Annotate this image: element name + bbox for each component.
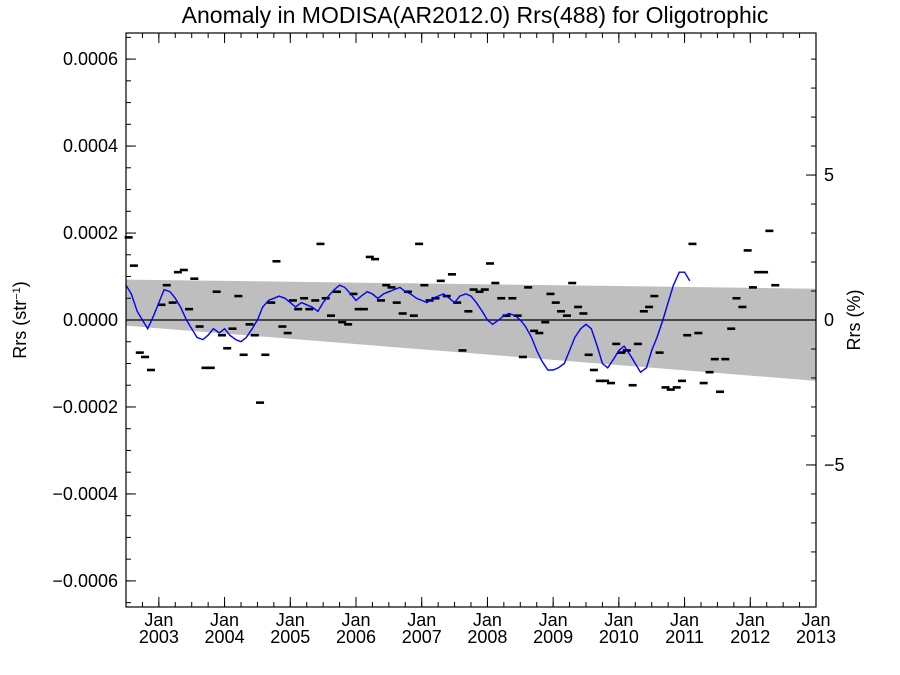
confidence-band bbox=[126, 279, 816, 381]
x-tick-year: 2010 bbox=[599, 627, 639, 647]
x-tick-year: 2007 bbox=[402, 627, 442, 647]
x-tick-year: 2009 bbox=[533, 627, 573, 647]
x-tick-month: Jan bbox=[341, 610, 370, 630]
y-tick-label: 0.0000 bbox=[63, 310, 118, 330]
right-tick-label: 5 bbox=[824, 165, 834, 185]
smoothed-line-layer bbox=[125, 271, 691, 374]
y-tick-label: 0.0002 bbox=[63, 223, 118, 243]
x-tick-year: 2012 bbox=[730, 627, 770, 647]
y-axis-label-left-sup: −1 bbox=[11, 287, 23, 300]
x-tick-month: Jan bbox=[670, 610, 699, 630]
right-tick-label: 0 bbox=[824, 310, 834, 330]
x-tick-month: Jan bbox=[210, 610, 239, 630]
smoothed-series-line bbox=[125, 271, 691, 374]
axes-layer: 0.0006 0.0004 0.0002 0.0000 −0.0002 −0.0004 −0… bbox=[52, 33, 845, 647]
x-tick-year: 2004 bbox=[205, 627, 245, 647]
y-tick-label: −0.0004 bbox=[52, 484, 118, 504]
y-axis-label-left-main: Rrs (str bbox=[10, 300, 30, 359]
y-axis-label-left-tail: ) bbox=[10, 281, 30, 287]
right-tick-label: −5 bbox=[824, 455, 845, 475]
y-tick-label: 0.0004 bbox=[63, 136, 118, 156]
x-tick-year: 2003 bbox=[139, 627, 179, 647]
x-tick-month: Jan bbox=[604, 610, 633, 630]
y-tick-label: 0.0006 bbox=[63, 49, 118, 69]
y-axis-label-left: Rrs (str−1) bbox=[10, 281, 30, 359]
chart-title: Anomaly in MODISA(AR2012.0) Rrs(488) for… bbox=[182, 2, 769, 28]
y-axis-label-right: Rrs (%) bbox=[844, 290, 864, 351]
x-tick-year: 2008 bbox=[467, 627, 507, 647]
x-tick-month: Jan bbox=[276, 610, 305, 630]
y-tick-label: −0.0006 bbox=[52, 571, 118, 591]
x-tick-month: Jan bbox=[473, 610, 502, 630]
x-tick-year: 2011 bbox=[665, 627, 704, 647]
x-tick-month: Jan bbox=[144, 610, 173, 630]
x-tick-month: Jan bbox=[801, 610, 830, 630]
x-tick-month: Jan bbox=[407, 610, 436, 630]
confidence-band-layer bbox=[126, 279, 816, 381]
y-tick-label: −0.0002 bbox=[52, 397, 118, 417]
x-tick-year: 2006 bbox=[336, 627, 376, 647]
x-tick-year: 2013 bbox=[796, 627, 836, 647]
x-tick-year: 2005 bbox=[270, 627, 310, 647]
x-tick-month: Jan bbox=[539, 610, 568, 630]
x-tick-month: Jan bbox=[736, 610, 765, 630]
